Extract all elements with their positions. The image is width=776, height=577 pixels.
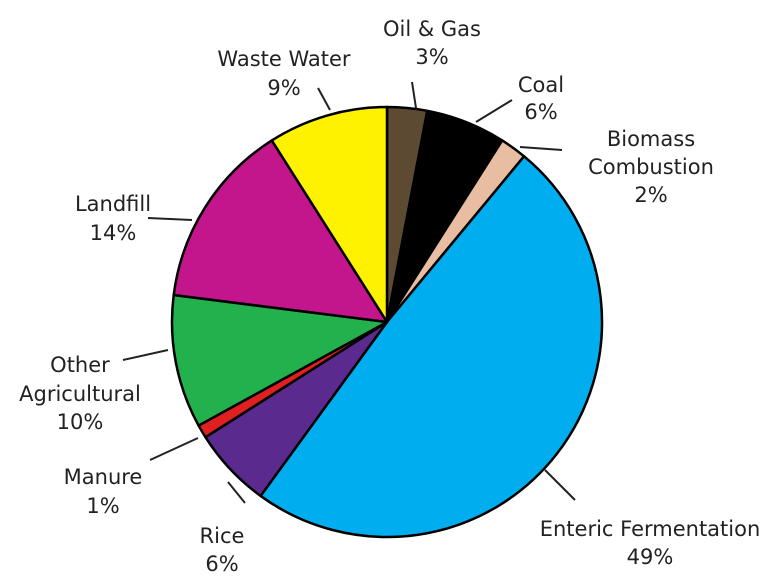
leader-line [544,469,576,501]
slice-name-label: Rice [200,524,245,548]
slice-name-label: Biomass [607,127,695,151]
slice-name-label: Coal [518,73,564,97]
leader-line [475,99,513,123]
slice-percent-label: 1% [86,494,119,518]
slice-name-label: Landfill [75,192,151,216]
slice-percent-label: 10% [57,410,104,434]
slice-label-enteric-fermentation: Enteric Fermentation 49% [540,469,761,569]
slice-name-label: Manure [64,465,143,489]
slice-name-label: Enteric Fermentation [540,517,761,541]
slice-label-waste-water: Waste Water 9% [217,47,351,111]
leader-line [317,87,331,111]
slice-percent-label: 2% [634,183,667,207]
pie-slice-other-agricultural [170,293,389,427]
slice-label-other-agricultural: Other Agricultural 10% [19,349,169,434]
slice-label-rice: Rice 6% [200,481,246,576]
slice-percent-label: 49% [627,545,674,569]
slice-name-label: Oil & Gas [383,17,481,41]
slice-label-landfill: Landfill 14% [75,192,193,245]
slice-percent-label: 6% [205,552,238,572]
pie-labels: Oil & Gas 3% Coal 6% Biomass Combustion 2% Ente… [19,17,761,576]
slice-percent-label: 3% [415,45,448,69]
pie-slices [170,105,604,539]
slice-percent-label: 14% [90,221,137,245]
leader-line [519,146,563,151]
slice-label-biomass-combustion: Biomass Combustion 2% [519,127,714,207]
slice-name-label: Other [50,353,110,377]
leader-line [149,437,199,461]
leader-line [147,217,193,221]
pie-slice-landfill [172,139,389,324]
leader-line [227,481,246,504]
pie-slice-enteric-fermentation [259,155,604,539]
leader-line [411,81,417,109]
slice-percent-label: 6% [524,100,557,124]
slice-name-label: Agricultural [19,382,141,406]
pie-slice-waste-water [270,105,389,324]
slice-label-manure: Manure 1% [64,437,199,518]
slice-name-label: Combustion [588,155,714,179]
slice-label-oil-and-gas: Oil & Gas 3% [383,17,481,109]
leader-line [122,349,169,361]
slice-label-coal: Coal 6% [475,73,564,124]
slice-percent-label: 9% [267,76,300,100]
slice-name-label: Waste Water [217,47,351,71]
